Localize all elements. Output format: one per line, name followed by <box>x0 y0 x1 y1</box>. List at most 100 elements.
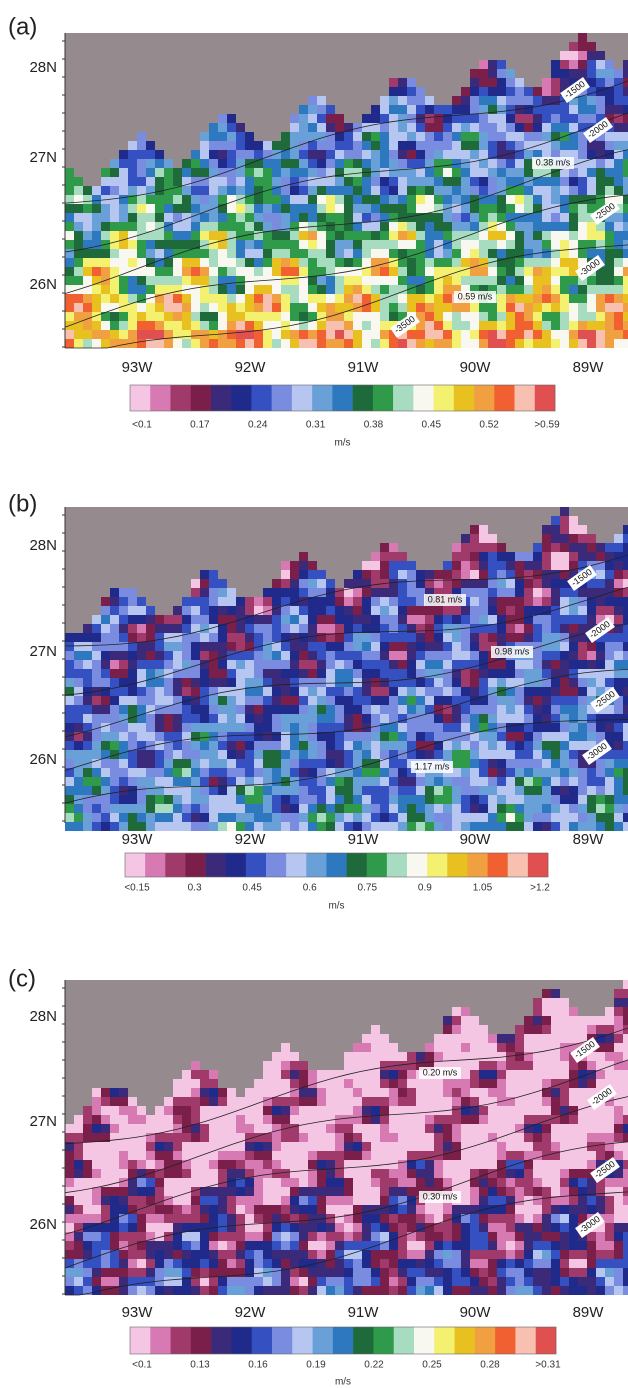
speed-cell <box>497 321 506 330</box>
speed-cell <box>605 60 614 69</box>
speed-cell <box>101 813 110 822</box>
speed-cell <box>443 741 452 750</box>
speed-cell <box>110 186 119 195</box>
speed-cell <box>362 651 371 660</box>
speed-cell <box>479 303 488 312</box>
speed-cell <box>164 321 173 330</box>
speed-cell <box>200 1205 209 1214</box>
speed-cell <box>443 312 452 321</box>
speed-cell <box>542 705 551 714</box>
speed-cell <box>578 42 587 51</box>
speed-cell <box>191 1079 200 1088</box>
speed-cell <box>344 1151 353 1160</box>
speed-cell <box>119 240 128 249</box>
speed-cell <box>281 642 290 651</box>
speed-cell <box>128 141 137 150</box>
speed-cell <box>137 1250 146 1259</box>
speed-cell <box>326 1223 335 1232</box>
speed-cell <box>272 1178 281 1187</box>
speed-cell <box>119 1232 128 1241</box>
speed-cell <box>218 741 227 750</box>
speed-cell <box>263 750 272 759</box>
speed-cell <box>227 759 236 768</box>
speed-cell <box>362 669 371 678</box>
speed-cell <box>461 312 470 321</box>
speed-cell <box>479 258 488 267</box>
speed-cell <box>470 777 479 786</box>
speed-cell <box>587 534 596 543</box>
speed-cell <box>533 561 542 570</box>
speed-cell <box>362 132 371 141</box>
speed-cell <box>506 759 515 768</box>
speed-cell <box>236 642 245 651</box>
speed-cell <box>596 678 605 687</box>
speed-cell <box>542 669 551 678</box>
speed-cell <box>119 1124 128 1133</box>
speed-cell <box>497 159 506 168</box>
speed-cell <box>533 624 542 633</box>
speed-cell <box>335 597 344 606</box>
speed-cell <box>173 1178 182 1187</box>
speed-cell <box>434 714 443 723</box>
speed-cell <box>461 168 470 177</box>
speed-cell <box>605 132 614 141</box>
colorbar-swatch <box>353 385 374 411</box>
speed-cell <box>290 624 299 633</box>
speed-cell <box>344 741 353 750</box>
speed-cell <box>344 1052 353 1061</box>
speed-cell <box>416 150 425 159</box>
speed-cell <box>83 1205 92 1214</box>
speed-cell <box>551 177 560 186</box>
colorbar-label: <0.1 <box>132 420 152 431</box>
speed-cell <box>191 267 200 276</box>
speed-cell <box>371 321 380 330</box>
speed-cell <box>155 267 164 276</box>
speed-cell <box>344 195 353 204</box>
speed-cell <box>74 651 83 660</box>
speed-cell <box>209 213 218 222</box>
speed-cell <box>605 78 614 87</box>
speed-cell <box>326 579 335 588</box>
speed-cell <box>398 795 407 804</box>
speed-cell <box>200 321 209 330</box>
speed-cell <box>515 267 524 276</box>
speed-cell <box>299 1151 308 1160</box>
speed-cell <box>218 1277 227 1286</box>
speed-cell <box>227 141 236 150</box>
speed-cell <box>263 339 272 348</box>
speed-cell <box>389 1124 398 1133</box>
speed-cell <box>164 303 173 312</box>
speed-cell <box>488 615 497 624</box>
speed-cell <box>191 186 200 195</box>
speed-cell <box>326 1088 335 1097</box>
speed-cell <box>299 705 308 714</box>
speed-cell <box>317 750 326 759</box>
speed-cell <box>146 1124 155 1133</box>
speed-cell <box>353 1079 362 1088</box>
speed-cell <box>506 276 515 285</box>
speed-cell <box>524 669 533 678</box>
speed-cell <box>380 168 389 177</box>
speed-cell <box>443 1160 452 1169</box>
speed-cell <box>605 276 614 285</box>
speed-cell <box>353 750 362 759</box>
speed-cell <box>398 87 407 96</box>
speed-cell <box>515 1061 524 1070</box>
speed-cell <box>344 714 353 723</box>
speed-cell <box>452 759 461 768</box>
speed-cell <box>506 1268 515 1277</box>
speed-cell <box>137 597 146 606</box>
speed-cell <box>335 723 344 732</box>
speed-cell <box>353 624 362 633</box>
speed-cell <box>200 759 209 768</box>
speed-cell <box>542 213 551 222</box>
speed-cell <box>443 339 452 348</box>
speed-cell <box>92 642 101 651</box>
speed-cell <box>119 795 128 804</box>
speed-cell <box>623 69 628 78</box>
speed-cell <box>101 186 110 195</box>
speed-cell <box>290 606 299 615</box>
speed-cell <box>227 669 236 678</box>
speed-cell <box>335 249 344 258</box>
speed-cell <box>371 696 380 705</box>
